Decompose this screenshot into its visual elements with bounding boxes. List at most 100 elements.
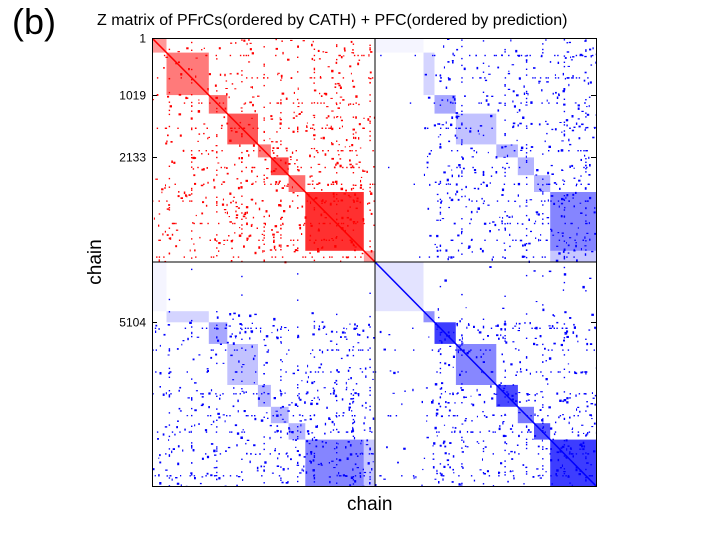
matrix-point bbox=[585, 168, 587, 170]
matrix-point bbox=[577, 415, 579, 417]
matrix-point bbox=[337, 443, 339, 445]
matrix-point bbox=[349, 323, 351, 325]
matrix-point bbox=[317, 49, 320, 52]
matrix-point bbox=[482, 440, 485, 442]
matrix-point bbox=[562, 90, 565, 93]
matrix-point bbox=[538, 238, 540, 242]
matrix-point bbox=[482, 458, 483, 461]
matrix-point bbox=[460, 484, 463, 486]
matrix-point bbox=[504, 102, 506, 105]
matrix-point bbox=[413, 349, 415, 351]
matrix-point bbox=[257, 95, 260, 97]
matrix-point bbox=[297, 239, 299, 241]
matrix-point bbox=[577, 227, 579, 229]
matrix-point bbox=[249, 42, 252, 44]
matrix-point bbox=[519, 361, 521, 364]
matrix-point bbox=[246, 237, 249, 240]
matrix-point bbox=[594, 394, 596, 397]
matrix-point bbox=[203, 183, 205, 185]
matrix-point bbox=[566, 42, 569, 44]
matrix-point bbox=[461, 175, 463, 177]
matrix-point bbox=[461, 451, 464, 453]
matrix-point bbox=[247, 54, 250, 57]
matrix-point bbox=[243, 54, 245, 57]
matrix-point bbox=[291, 200, 294, 202]
matrix-point bbox=[168, 390, 171, 392]
matrix-point bbox=[581, 54, 583, 57]
matrix-point bbox=[352, 401, 354, 404]
matrix-point bbox=[456, 117, 458, 120]
matrix-point bbox=[352, 166, 355, 169]
matrix-point bbox=[583, 166, 585, 169]
matrix-point bbox=[584, 55, 587, 58]
matrix-point bbox=[232, 222, 234, 225]
matrix-point bbox=[595, 367, 596, 369]
matrix-point bbox=[594, 127, 596, 129]
matrix-point bbox=[218, 222, 220, 225]
matrix-point bbox=[269, 424, 272, 427]
matrix-point bbox=[246, 211, 248, 214]
matrix-point bbox=[534, 337, 537, 339]
matrix-point bbox=[173, 161, 176, 164]
matrix-point bbox=[225, 327, 227, 329]
matrix-point bbox=[263, 181, 265, 183]
matrix-point bbox=[482, 318, 485, 320]
matrix-point bbox=[216, 201, 218, 203]
matrix-point bbox=[263, 436, 265, 438]
matrix-point bbox=[361, 371, 364, 373]
matrix-point bbox=[580, 158, 582, 161]
matrix-point bbox=[263, 65, 265, 67]
matrix-point bbox=[297, 106, 300, 108]
matrix-point bbox=[311, 400, 313, 401]
matrix-point bbox=[304, 419, 307, 421]
matrix-point bbox=[326, 106, 329, 108]
matrix-point bbox=[197, 140, 199, 142]
matrix-point bbox=[234, 222, 236, 225]
matrix-point bbox=[585, 99, 587, 101]
matrix-point bbox=[380, 475, 382, 477]
matrix-point bbox=[461, 383, 463, 385]
matrix-point bbox=[252, 103, 254, 107]
matrix-point bbox=[241, 275, 243, 278]
matrix-point bbox=[352, 394, 355, 396]
matrix-point bbox=[552, 438, 554, 441]
matrix-point bbox=[291, 151, 294, 154]
matrix-point bbox=[182, 449, 184, 452]
matrix-point bbox=[582, 285, 585, 289]
matrix-point bbox=[461, 139, 463, 141]
matrix-point bbox=[372, 371, 375, 373]
matrix-point bbox=[482, 170, 485, 173]
matrix-point bbox=[226, 167, 228, 169]
matrix-point bbox=[347, 256, 350, 258]
matrix-point bbox=[461, 334, 463, 336]
matrix-point bbox=[211, 150, 213, 152]
matrix-point bbox=[563, 257, 566, 259]
matrix-point bbox=[252, 357, 255, 361]
matrix-point bbox=[309, 252, 311, 254]
matrix-point bbox=[492, 221, 495, 223]
matrix-point bbox=[500, 328, 503, 331]
matrix-point bbox=[216, 240, 218, 242]
matrix-point bbox=[518, 434, 520, 438]
matrix-point bbox=[563, 98, 566, 100]
matrix-point bbox=[185, 194, 187, 197]
matrix-point bbox=[452, 393, 454, 396]
matrix-point bbox=[155, 324, 158, 327]
matrix-point bbox=[561, 197, 564, 201]
matrix-point bbox=[423, 457, 426, 459]
matrix-point bbox=[449, 183, 451, 185]
matrix-point bbox=[369, 471, 371, 474]
matrix-point bbox=[561, 169, 564, 171]
matrix-point bbox=[327, 150, 329, 152]
matrix-point bbox=[564, 311, 567, 314]
matrix-point bbox=[198, 102, 200, 104]
matrix-point bbox=[345, 189, 347, 192]
y-tick-label: 1 bbox=[139, 32, 146, 46]
matrix-point bbox=[313, 481, 316, 483]
matrix-point bbox=[517, 124, 519, 127]
matrix-point bbox=[530, 230, 532, 233]
matrix-point bbox=[280, 466, 282, 468]
matrix-point bbox=[525, 147, 528, 150]
matrix-point bbox=[449, 393, 451, 395]
